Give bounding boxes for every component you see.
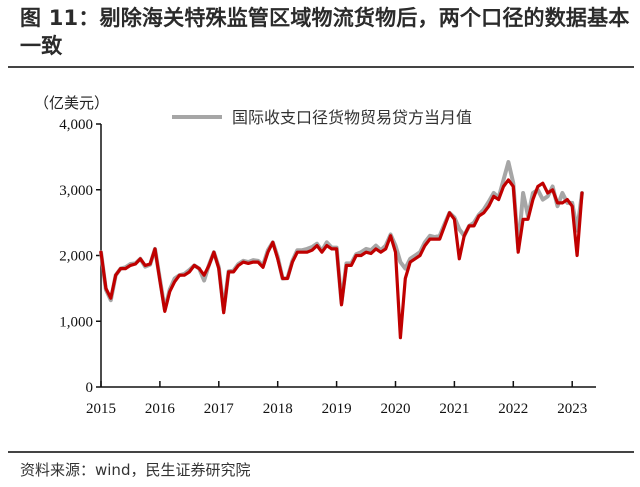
x-tick-label: 2023	[557, 401, 587, 417]
x-tick-label: 2020	[381, 401, 411, 417]
footer-divider	[8, 451, 634, 453]
y-tick-label: 1,000	[59, 314, 93, 330]
line-chart: （亿美元） 国际收支口径货物贸易贷方当月值 0 1,000 2,000 3,000 4,…	[34, 94, 596, 417]
x-tick-label: 2021	[439, 401, 469, 417]
y-axis-unit-label: （亿美元）	[34, 94, 109, 112]
axes: 0 1,000 2,000 3,000 4,000 2015 2016 2017 2018 201…	[59, 117, 596, 417]
legend-label-gray: 国际收支口径货物贸易贷方当月值	[232, 108, 472, 127]
y-tick-label: 3,000	[59, 183, 93, 199]
y-tick-label: 0	[86, 380, 94, 396]
series-group	[99, 160, 584, 340]
legend: 国际收支口径货物贸易贷方当月值	[172, 108, 472, 127]
title-divider	[8, 66, 634, 68]
y-tick-label: 4,000	[59, 117, 93, 133]
x-tick-label: 2018	[263, 401, 293, 417]
x-tick-label: 2019	[322, 401, 352, 417]
source-note: 资料来源：wind，民生证券研究院	[20, 461, 251, 479]
x-tick-label: 2017	[204, 401, 235, 417]
chart-title: 图 11：剔除海关特殊监管区域物流货物后，两个口径的数据基本一致	[20, 6, 630, 58]
y-tick-label: 2,000	[59, 249, 93, 265]
x-tick-label: 2016	[145, 401, 176, 417]
x-tick-label: 2022	[498, 401, 528, 417]
x-tick-label: 2015	[86, 401, 116, 417]
series-line-red	[99, 178, 584, 340]
